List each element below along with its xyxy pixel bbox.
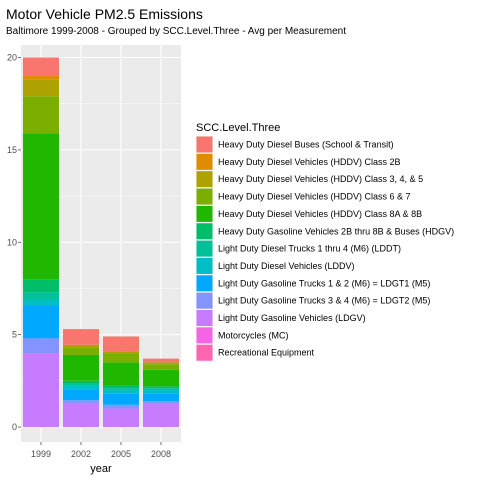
bar-segment	[23, 133, 59, 280]
bar-segment	[23, 299, 59, 306]
legend-swatch	[196, 188, 213, 205]
bar-segment	[63, 383, 99, 386]
bar-segment	[143, 362, 179, 365]
bar-segment	[103, 336, 139, 352]
bar-segment	[63, 389, 99, 401]
bar-segment	[63, 380, 99, 384]
x-tick-label: 2008	[151, 449, 171, 459]
legend-label: Light Duty Diesel Vehicles (LDDV)	[218, 261, 355, 271]
legend-swatch	[196, 275, 213, 292]
legend-swatch	[196, 344, 213, 361]
bar-segment	[143, 401, 179, 404]
bar-segment	[23, 75, 59, 80]
bar-segment	[103, 388, 139, 391]
bar-segment	[103, 408, 139, 427]
bar-segment	[23, 305, 59, 339]
legend-swatch	[196, 136, 213, 153]
bar-segment	[23, 353, 59, 427]
legend-label: Light Duty Diesel Trucks 1 thru 4 (M6) (…	[218, 244, 401, 254]
bar-segment	[63, 344, 99, 348]
bar-segment	[23, 338, 59, 354]
legend-swatch	[196, 257, 213, 274]
legend-swatch	[196, 223, 213, 240]
bar-segment	[63, 385, 99, 390]
legend-label: Light Duty Gasoline Vehicles (LDGV)	[218, 313, 366, 323]
legend-label: Heavy Duty Diesel Vehicles (HDDV) Class …	[218, 192, 411, 202]
bar-segment	[143, 386, 179, 389]
y-tick-label: 5	[12, 330, 17, 340]
legend: Heavy Duty Diesel Buses (School & Transi…	[196, 136, 454, 362]
bar-segment	[23, 292, 59, 300]
bar-segment	[23, 279, 59, 293]
bar-segment	[103, 351, 139, 354]
bars	[23, 57, 179, 427]
bar-segment	[103, 390, 139, 394]
bar-segment	[63, 354, 99, 381]
bar-segment	[143, 364, 179, 370]
y-tick-label: 15	[7, 145, 17, 155]
bar-segment	[63, 400, 99, 403]
bar-segment	[103, 353, 139, 363]
bar-segment	[143, 403, 179, 427]
legend-swatch	[196, 205, 213, 222]
bar-segment	[103, 362, 139, 386]
legend-label: Motorcycles (MC)	[218, 330, 289, 340]
y-tick-label: 20	[7, 53, 17, 63]
x-tick-label: 2005	[111, 449, 131, 459]
bar-segment	[103, 385, 139, 389]
legend-label: Light Duty Gasoline Trucks 1 & 2 (M6) = …	[218, 278, 430, 288]
bar-segment	[23, 57, 59, 76]
y-tick-label: 0	[12, 422, 17, 432]
bar-segment	[63, 402, 99, 427]
legend-swatch	[196, 240, 213, 257]
bar-segment	[23, 79, 59, 97]
legend-label: Heavy Duty Diesel Vehicles (HDDV) Class …	[218, 209, 422, 219]
bar-segment	[143, 358, 179, 363]
bar-segment	[143, 390, 179, 394]
legend-label: Recreational Equipment	[218, 348, 315, 358]
chart-subtitle: Baltimore 1999-2008 - Grouped by SCC.Lev…	[6, 26, 346, 37]
bar-segment	[143, 393, 179, 402]
legend-swatch	[196, 327, 213, 344]
y-tick-label: 10	[7, 237, 17, 247]
bar-segment	[103, 393, 139, 405]
legend-swatch	[196, 153, 213, 170]
legend-title: SCC.Level.Three	[196, 122, 280, 134]
legend-label: Heavy Duty Diesel Vehicles (HDDV) Class …	[218, 174, 423, 184]
bar-segment	[103, 404, 139, 409]
bar-segment	[63, 329, 99, 345]
legend-swatch	[196, 310, 213, 326]
legend-label: Heavy Duty Diesel Buses (School & Transi…	[218, 140, 394, 150]
bar-segment	[63, 347, 99, 355]
x-axis-title: year	[90, 463, 112, 475]
bar-segment	[23, 96, 59, 134]
bar-segment	[143, 369, 179, 387]
chart-title: Motor Vehicle PM2.5 Emissions	[6, 6, 203, 22]
y-axis: 0 5 10 15 20	[7, 53, 21, 432]
x-tick-label: 1999	[31, 449, 51, 459]
x-tick-label: 2002	[71, 449, 91, 459]
legend-swatch	[196, 292, 213, 309]
legend-label: Heavy Duty Gasoline Vehicles 2B thru 8B …	[218, 226, 454, 236]
bar-segment	[143, 388, 179, 391]
legend-label: Light Duty Gasoline Trucks 3 & 4 (M6) = …	[218, 296, 430, 306]
legend-swatch	[196, 171, 213, 188]
x-axis: 1999 2002 2005 2008	[31, 442, 171, 459]
legend-label: Heavy Duty Diesel Vehicles (HDDV) Class …	[218, 157, 401, 167]
